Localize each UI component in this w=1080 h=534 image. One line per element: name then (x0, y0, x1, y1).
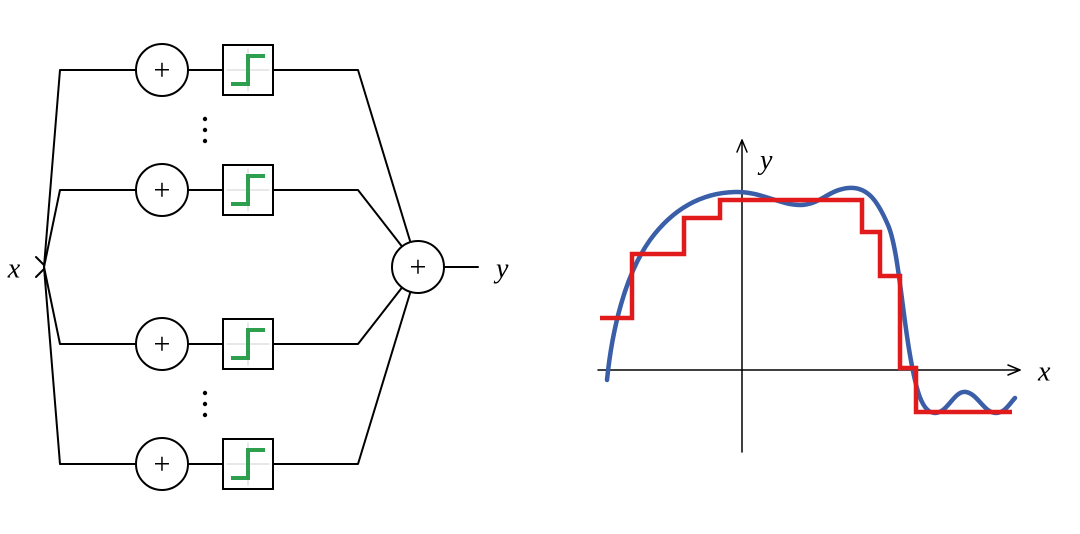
sum-node: + (392, 241, 444, 293)
input-label: x (7, 254, 21, 285)
add-node-2: + (136, 318, 188, 370)
svg-text:+: + (154, 174, 171, 207)
add-node-1: + (136, 164, 188, 216)
y-axis-label: y (757, 145, 773, 176)
smooth-curve (607, 188, 1015, 413)
ellipsis (203, 391, 207, 417)
activation-box (223, 165, 273, 215)
step-approximation (600, 200, 1012, 412)
svg-text:+: + (154, 448, 171, 481)
activation-box (223, 45, 273, 95)
svg-text:+: + (154, 54, 171, 87)
ellipsis (203, 117, 207, 143)
output-label: y (493, 254, 509, 285)
edge-x-to-add (44, 70, 136, 267)
axes (598, 140, 1020, 452)
add-node-3: + (136, 438, 188, 490)
network-diagram: + + + + + x y (7, 44, 509, 490)
svg-text:+: + (410, 251, 427, 284)
edge-x-to-add (44, 267, 136, 464)
activation-box (223, 319, 273, 369)
edge-x-to-add (44, 190, 136, 267)
approximation-chart: xy (598, 140, 1051, 452)
edge-x-to-add (44, 267, 136, 344)
edge-act-to-sum (273, 292, 410, 464)
x-axis-label: x (1037, 356, 1051, 387)
svg-text:+: + (154, 328, 171, 361)
edge-act-to-sum (273, 288, 402, 344)
activation-box (223, 439, 273, 489)
edge-act-to-sum (273, 190, 402, 246)
add-node-0: + (136, 44, 188, 96)
edge-act-to-sum (273, 70, 410, 242)
